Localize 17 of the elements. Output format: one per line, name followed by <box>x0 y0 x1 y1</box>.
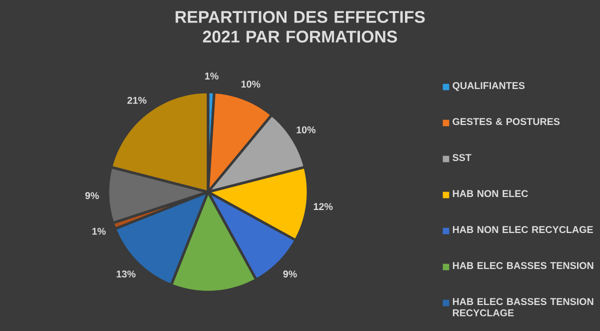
data-label: 12% <box>314 203 333 210</box>
legend-label: HAB NON ELEC RECYCLAGE <box>452 226 593 234</box>
data-label: 1% <box>205 72 218 80</box>
data-label: 10% <box>241 80 260 88</box>
legend-label: SST <box>452 154 472 162</box>
legend-label: GESTES & POSTURES <box>452 118 560 126</box>
legend-label: HAB NON ELEC <box>452 190 528 198</box>
data-label: 1% <box>92 228 106 235</box>
data-label: 9% <box>85 192 99 200</box>
data-label: 13% <box>116 270 136 278</box>
legend-label: HAB ELEC BASSES TENSION RECYCLAGE <box>452 298 594 316</box>
data-label: 21% <box>127 96 146 104</box>
data-label: 10% <box>296 126 316 134</box>
legend-label: QUALIFIANTES <box>452 82 525 91</box>
chart-title: REPARTITION DES EFFECTIFS 2021 PAR FORMATIONS <box>176 10 425 43</box>
data-label: 9% <box>283 270 297 278</box>
legend-label: HAB ELEC BASSES TENSION <box>452 262 594 270</box>
